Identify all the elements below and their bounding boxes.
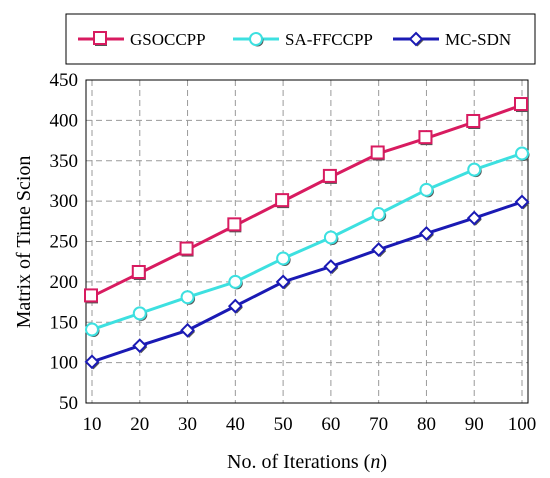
data-point	[275, 274, 291, 290]
x-tick-label: 50	[274, 414, 293, 435]
grid	[86, 80, 528, 403]
legend-label: MC-SDN	[445, 30, 511, 49]
x-tick-label: 60	[321, 414, 340, 435]
data-point	[371, 207, 387, 222]
data-point	[418, 130, 433, 146]
data-point	[227, 298, 243, 314]
data-point	[84, 288, 98, 304]
data-point	[514, 194, 530, 210]
data-point	[467, 162, 482, 178]
series-mc-sdn	[84, 194, 530, 370]
data-point	[179, 241, 194, 257]
data-point	[419, 226, 434, 241]
data-point	[180, 322, 196, 338]
data-point	[371, 242, 387, 258]
data-point	[323, 259, 339, 275]
plot-frame	[85, 79, 529, 404]
legend-marker	[408, 31, 424, 47]
data-point	[84, 354, 100, 370]
x-tick-label: 100	[508, 414, 537, 435]
data-point	[370, 145, 385, 161]
x-axis-title: No. of Iterations (n)	[227, 451, 387, 473]
x-axis-title-suffix: )	[380, 451, 387, 473]
data-point	[132, 338, 148, 354]
series-layer	[84, 97, 530, 370]
data-point	[132, 306, 148, 321]
y-axis-title: Matrix of Time Scion	[13, 156, 35, 329]
x-tick-label: 70	[369, 414, 388, 435]
y-tick-label: 100	[50, 353, 79, 374]
data-point	[323, 230, 339, 245]
data-point	[322, 168, 337, 184]
y-tick-label: 300	[50, 191, 79, 212]
y-tick-label: 50	[59, 393, 78, 414]
legend-entry: MC-SDN	[393, 30, 511, 49]
legend-label: GSOCCPP	[130, 30, 206, 49]
x-axis-title-prefix: No. of Iterations (	[227, 451, 371, 473]
data-point	[466, 113, 481, 129]
data-point	[276, 251, 291, 266]
series-gsoccpp	[84, 97, 528, 304]
data-point	[180, 290, 196, 305]
data-point	[275, 193, 290, 209]
y-tick-label: 350	[50, 151, 79, 172]
data-point	[515, 146, 530, 161]
y-tick-label: 450	[50, 70, 79, 91]
x-tick-label: 30	[178, 414, 197, 435]
data-point	[131, 264, 146, 280]
x-tick-label: 40	[226, 414, 245, 435]
data-point	[227, 217, 242, 233]
legend-marker	[93, 31, 107, 46]
y-tick-labels: 50 100 150 200 250 300 350 400 450	[50, 70, 79, 414]
legend-label: SA-FFCCPP	[285, 30, 373, 49]
x-axis-title-variable: n	[370, 451, 380, 473]
x-tick-labels: 10 20 30 40 50 60 70 80 90 100	[83, 414, 537, 435]
x-tick-label: 90	[465, 414, 484, 435]
legend-entry: SA-FFCCPP	[233, 30, 373, 49]
x-tick-label: 80	[417, 414, 436, 435]
legend: GSOCCPP SA-FFCCPP MC-SDN	[65, 13, 536, 65]
legend-box	[65, 13, 536, 65]
y-tick-label: 200	[50, 272, 79, 293]
data-point	[466, 210, 482, 226]
legend-marker	[249, 32, 264, 47]
x-tick-label: 10	[83, 414, 102, 435]
series-sa-ffccpp	[85, 146, 530, 338]
data-point	[514, 97, 528, 113]
data-point	[419, 182, 434, 198]
y-tick-label: 150	[50, 312, 79, 333]
y-tick-label: 250	[50, 232, 79, 253]
series-line	[91, 103, 523, 298]
x-tick-label: 20	[130, 414, 149, 435]
y-tick-label: 400	[50, 110, 79, 131]
legend-entry: GSOCCPP	[78, 30, 206, 49]
data-point	[228, 274, 243, 290]
data-point	[85, 322, 100, 338]
series-line	[91, 152, 523, 331]
series-line	[91, 200, 523, 364]
